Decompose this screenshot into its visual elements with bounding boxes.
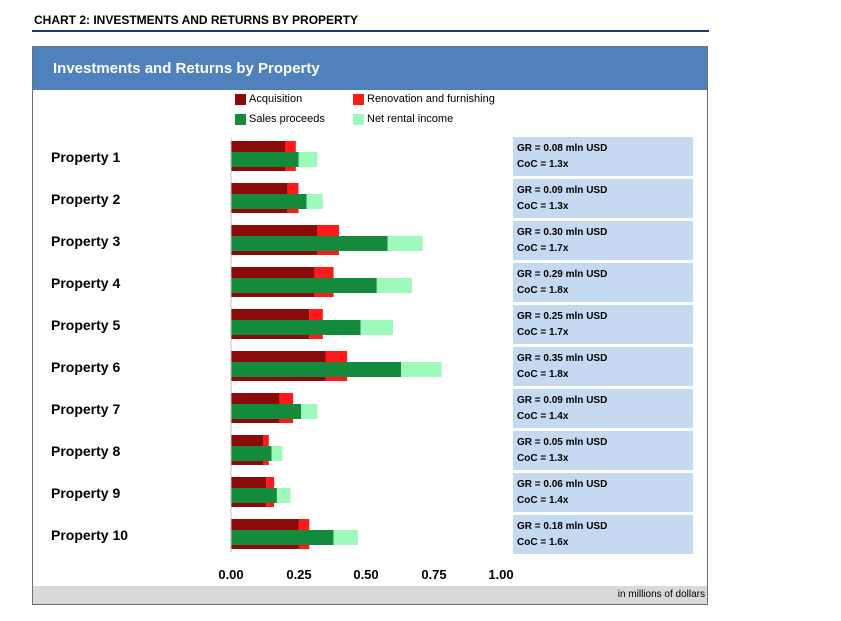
cash-on-cash-text: CoC = 1.7x [517,243,569,254]
footer-bar: in millions of dollars [33,586,707,604]
annotation-box: GR = 0.09 mln USD CoC = 1.4x [513,389,693,428]
legend-swatch-acquisition [235,93,246,105]
bar-net-rental-income [376,278,412,293]
cash-on-cash-text: CoC = 1.8x [517,285,569,296]
cash-on-cash-text: CoC = 1.8x [517,369,569,380]
legend-label: Net rental income [367,113,454,125]
bar-sales-proceeds [231,194,307,209]
legend-rental: Net rental income [353,113,453,125]
annotation-box: GR = 0.09 mln USD CoC = 1.3x [513,179,693,218]
bar-net-rental-income [401,362,442,377]
category-label: Property 2 [51,191,121,207]
cash-on-cash-text: CoC = 1.4x [517,411,569,422]
category-label: Property 1 [51,149,121,165]
gross-return-text: GR = 0.05 mln USD [517,437,608,448]
bar-sales-proceeds [231,446,272,461]
cash-on-cash-text: CoC = 1.4x [517,495,569,506]
bar-sales-proceeds [231,530,334,545]
bar-sales-proceeds [231,404,302,419]
cash-on-cash-text: CoC = 1.3x [517,453,569,464]
category-label: Property 4 [51,275,121,291]
x-tick-label: 1.00 [488,567,514,582]
cash-on-cash-text: CoC = 1.3x [517,159,569,170]
bar-sales-proceeds [231,320,361,335]
page-title: CHART 2: INVESTMENTS AND RETURNS BY PROP… [34,13,359,27]
bar-sales-proceeds [231,152,299,167]
bar-net-rental-income [301,404,318,419]
category-label: Property 9 [51,485,121,501]
category-label: Property 6 [51,359,121,375]
gross-return-text: GR = 0.06 mln USD [517,479,608,490]
bar-net-rental-income [298,152,318,167]
gross-return-text: GR = 0.09 mln USD [517,185,608,196]
cash-on-cash-text: CoC = 1.7x [517,327,569,338]
x-tick-label: 0.75 [421,567,447,582]
chart-banner: Investments and Returns by Property [33,47,707,90]
annotation-box: GR = 0.06 mln USD CoC = 1.4x [513,473,693,512]
legend-label: Renovation and furnishing [367,93,495,105]
bar-net-rental-income [387,236,423,251]
annotation-box: GR = 0.29 mln USD CoC = 1.8x [513,263,693,302]
bar-sales-proceeds [231,236,388,251]
category-label: Property 5 [51,317,121,333]
legend-sales: Sales proceeds [235,113,325,125]
legend-label: Acquisition [249,93,303,105]
annotation-box: GR = 0.35 mln USD CoC = 1.8x [513,347,693,386]
bar-net-rental-income [333,530,358,545]
annotation-box: GR = 0.30 mln USD CoC = 1.7x [513,221,693,260]
annotation-box: GR = 0.05 mln USD CoC = 1.3x [513,431,693,470]
legend-swatch-renovation [353,93,364,105]
bar-sales-proceeds [231,362,402,377]
gross-return-text: GR = 0.29 mln USD [517,269,608,280]
bar-sales-proceeds [231,488,277,503]
category-label: Property 10 [51,527,129,543]
x-tick-label: 0.50 [353,567,379,582]
category-label: Property 3 [51,233,121,249]
gross-return-text: GR = 0.08 mln USD [517,143,608,154]
gross-return-text: GR = 0.25 mln USD [517,311,608,322]
title-divider [32,30,709,32]
bar-sales-proceeds [231,278,377,293]
x-tick-label: 0.00 [218,567,244,582]
category-label: Property 8 [51,443,121,459]
legend-swatch-rental [353,113,364,125]
legend-label: Sales proceeds [249,113,325,125]
annotation-box: GR = 0.18 mln USD CoC = 1.6x [513,515,693,554]
legend-swatch-sales [235,113,246,125]
bar-net-rental-income [271,446,283,461]
cash-on-cash-text: CoC = 1.3x [517,201,569,212]
units-note: in millions of dollars [617,589,705,600]
annotation-box: GR = 0.08 mln USD CoC = 1.3x [513,137,693,176]
gross-return-text: GR = 0.35 mln USD [517,353,608,364]
gross-return-text: GR = 0.09 mln USD [517,395,608,406]
bar-net-rental-income [276,488,291,503]
annotation-box: GR = 0.25 mln USD CoC = 1.7x [513,305,693,344]
legend-renovation: Renovation and furnishing [353,93,495,105]
x-tick-label: 0.25 [286,567,312,582]
chart-title: Investments and Returns by Property [53,60,320,77]
category-label: Property 7 [51,401,121,417]
legend-acquisition: Acquisition [235,93,302,105]
gross-return-text: GR = 0.30 mln USD [517,227,608,238]
bar-net-rental-income [306,194,323,209]
gross-return-text: GR = 0.18 mln USD [517,521,608,532]
bar-net-rental-income [360,320,393,335]
cash-on-cash-text: CoC = 1.6x [517,537,569,548]
